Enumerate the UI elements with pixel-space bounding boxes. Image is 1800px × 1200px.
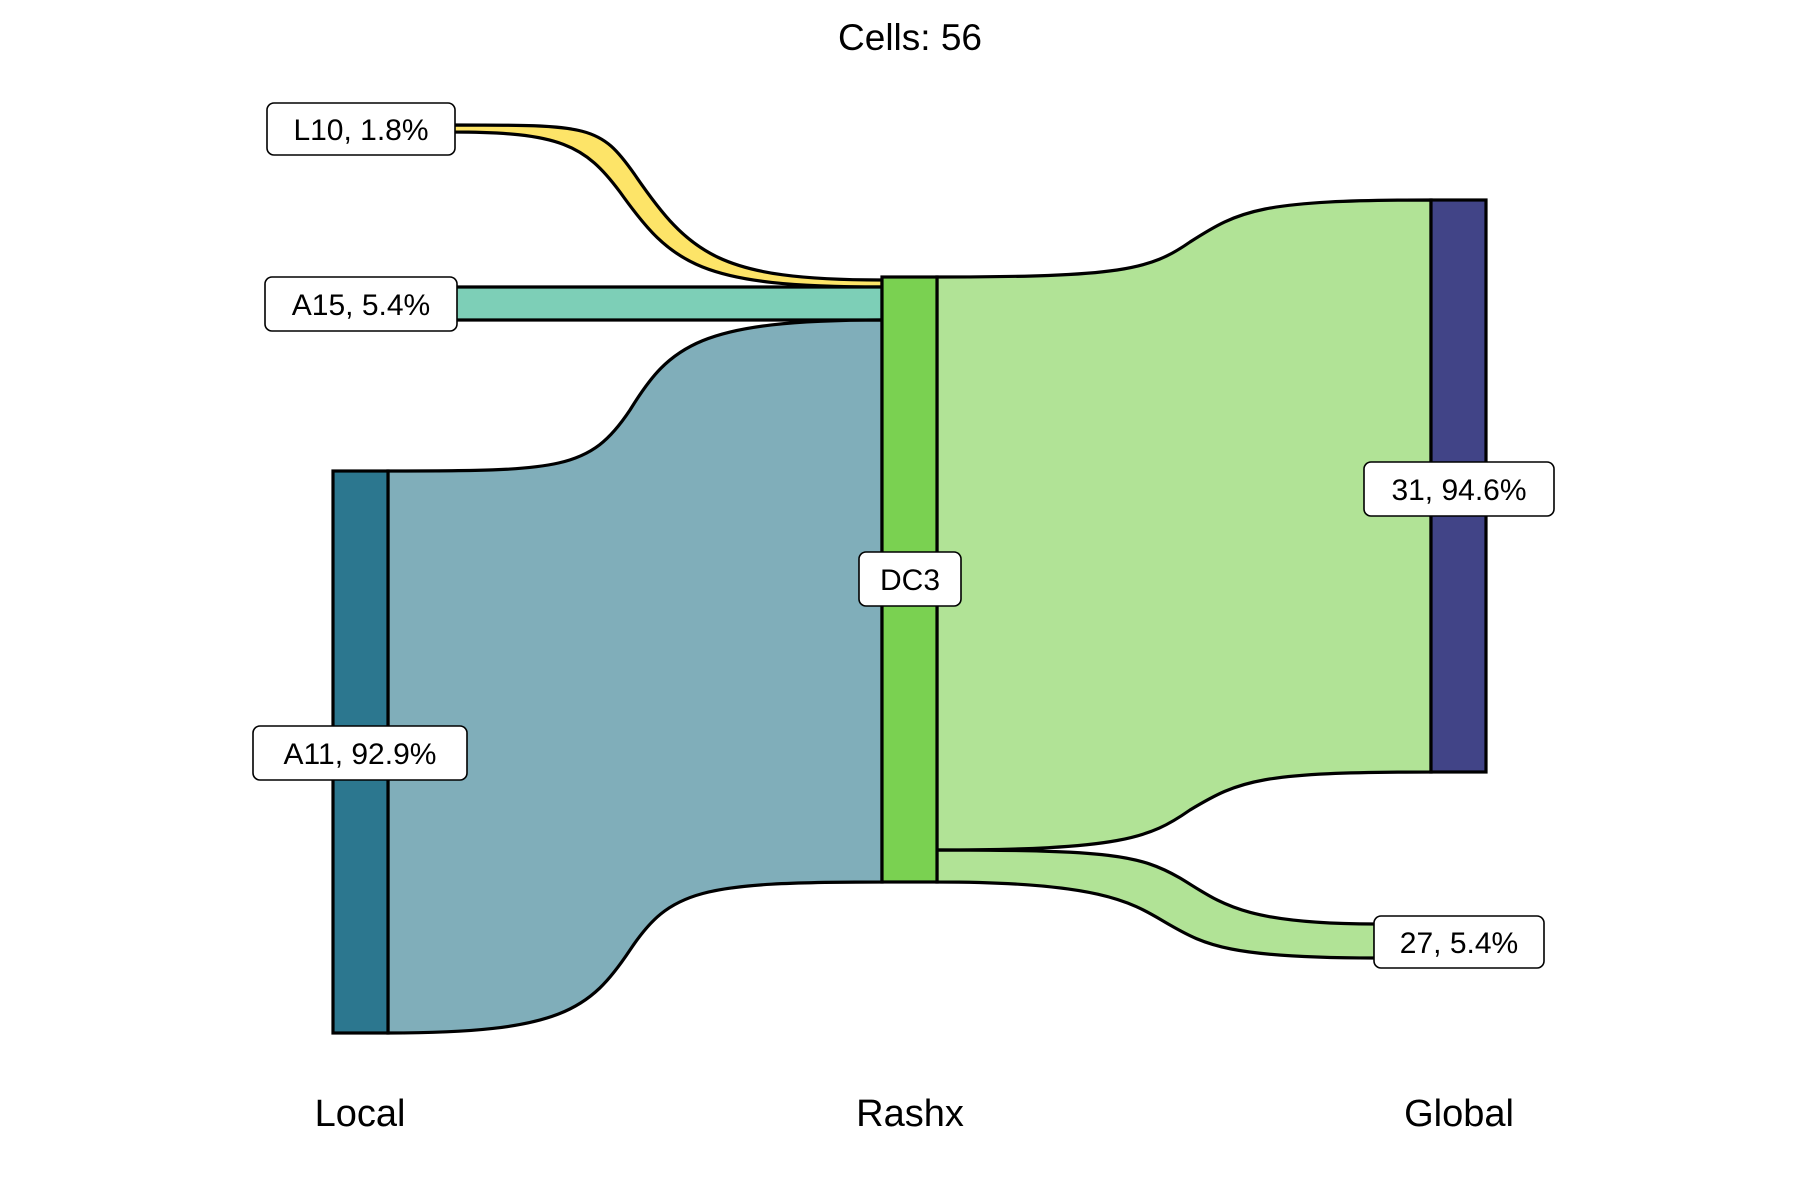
flow-l10-dc3 (450, 123, 884, 289)
svg-text:L10, 1.8%: L10, 1.8% (293, 114, 428, 147)
flow-a15-dc3 (450, 285, 884, 322)
axis-label-local: Local (315, 1093, 406, 1135)
node-label-a15: A15, 5.4% (264, 276, 458, 332)
axis-label-rashx: Rashx (856, 1093, 964, 1135)
svg-text:DC3: DC3 (880, 564, 940, 597)
node-label-31: 31, 94.6% (1363, 461, 1555, 517)
svg-text:27, 5.4%: 27, 5.4% (1400, 927, 1518, 960)
node-label-dc3: DC3 (858, 551, 962, 607)
flow-dc3-31 (935, 198, 1433, 852)
axis-label-global: Global (1404, 1093, 1514, 1135)
node-label-a11: A11, 92.9% (252, 725, 468, 781)
chart-title: Cells: 56 (838, 17, 982, 58)
flow-dc3-27 (935, 848, 1377, 960)
svg-text:A15, 5.4%: A15, 5.4% (292, 289, 430, 322)
svg-text:31, 94.6%: 31, 94.6% (1391, 474, 1526, 507)
node-label-27: 27, 5.4% (1373, 915, 1545, 969)
svg-text:A11, 92.9%: A11, 92.9% (284, 738, 437, 771)
flow-a11-dc3 (386, 318, 884, 1035)
node-label-l10: L10, 1.8% (266, 102, 456, 156)
